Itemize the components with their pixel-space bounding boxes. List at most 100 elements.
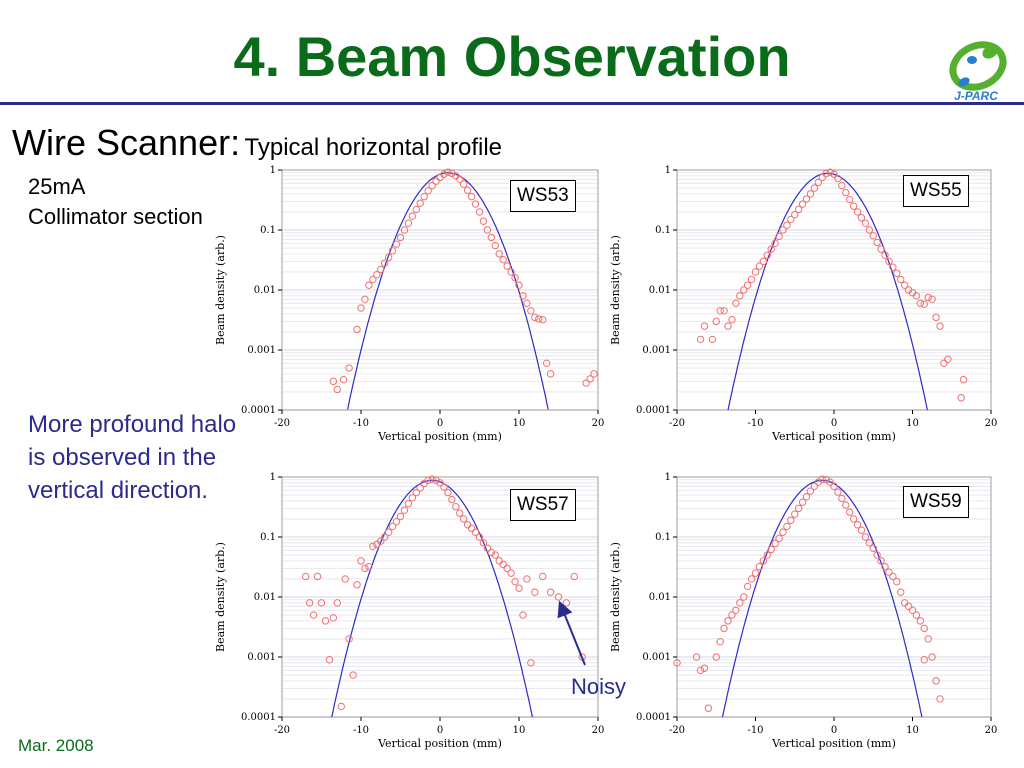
data-point xyxy=(400,226,409,234)
data-point xyxy=(463,521,472,529)
data-point xyxy=(779,226,787,234)
data-point xyxy=(767,545,775,554)
data-point xyxy=(861,533,870,541)
data-point xyxy=(456,175,464,183)
data-point xyxy=(527,659,535,667)
x-tick-label: 10 xyxy=(513,725,526,736)
data-point xyxy=(877,557,885,565)
x-tick-label: -20 xyxy=(274,725,290,736)
chart-ws53: 0.0001 0.001 0.01 0.1 1 -20 -10 0 10 20 Vertical p… xyxy=(214,165,605,443)
data-point xyxy=(408,212,417,220)
data-point xyxy=(736,292,744,300)
data-point xyxy=(463,186,472,194)
data-point xyxy=(846,195,854,204)
y-tick-label: 0.0001 xyxy=(636,405,671,416)
data-point xyxy=(381,533,389,541)
condition-section: Collimator section xyxy=(28,204,203,229)
data-point xyxy=(519,611,527,619)
data-point xyxy=(365,562,373,571)
data-point xyxy=(747,575,756,583)
logo-text: J-PARC xyxy=(954,89,998,103)
data-point xyxy=(436,479,444,487)
data-point xyxy=(420,192,428,201)
data-point xyxy=(339,375,348,384)
y-tick-label: 0.0001 xyxy=(241,712,276,723)
x-tick-label: 0 xyxy=(831,418,837,429)
data-point xyxy=(920,656,928,664)
ws55-label: WS55 xyxy=(903,175,969,207)
data-point xyxy=(432,476,440,485)
data-point xyxy=(928,653,936,661)
data-point xyxy=(865,226,874,234)
data-point xyxy=(424,187,432,195)
data-point xyxy=(535,315,543,323)
data-point xyxy=(834,174,842,183)
data-point xyxy=(893,269,901,277)
data-point xyxy=(440,170,448,178)
data-point xyxy=(861,219,870,227)
y-axis-label: Beam density (arb.) xyxy=(609,542,622,652)
y-tick-label: 0.1 xyxy=(655,532,671,543)
data-point xyxy=(794,504,803,513)
y-axis-label: Beam density (arb.) xyxy=(609,235,622,345)
data-point xyxy=(869,232,877,240)
data-point xyxy=(412,205,421,214)
x-tick-label: -20 xyxy=(274,418,290,429)
data-point xyxy=(511,577,519,586)
subtitle-main: Wire Scanner: xyxy=(12,122,241,163)
data-point xyxy=(471,200,480,208)
data-point xyxy=(475,533,484,541)
data-point xyxy=(865,539,874,547)
data-point xyxy=(333,385,342,394)
data-point xyxy=(507,268,515,276)
data-point xyxy=(432,177,440,185)
data-point xyxy=(936,322,944,330)
data-point xyxy=(763,251,771,259)
data-point xyxy=(759,257,768,266)
data-point xyxy=(479,539,488,547)
data-point xyxy=(908,606,917,615)
data-point xyxy=(377,265,385,274)
data-point xyxy=(467,524,476,532)
data-point xyxy=(810,482,819,490)
chart-ws59: 0.0001 0.001 0.01 0.1 1 -20 -10 0 10 20 Vertical p… xyxy=(609,472,997,750)
x-tick-label: -10 xyxy=(353,725,369,736)
data-point xyxy=(416,199,424,207)
data-point xyxy=(475,208,484,216)
data-point xyxy=(345,635,353,643)
data-point xyxy=(412,488,421,497)
data-point xyxy=(428,181,436,190)
y-tick-label: 0.01 xyxy=(649,285,671,296)
ws53-label: WS53 xyxy=(510,180,576,212)
data-point xyxy=(491,241,499,250)
data-point xyxy=(822,476,830,484)
data-point xyxy=(495,250,503,258)
data-point xyxy=(305,599,314,607)
data-point xyxy=(853,521,862,529)
x-tick-label: 20 xyxy=(592,418,605,429)
data-point xyxy=(830,482,838,490)
x-tick-label: -10 xyxy=(747,725,763,736)
data-point xyxy=(818,475,826,483)
chart-ws55: 0.0001 0.001 0.01 0.1 1 -20 -10 0 10 20 Vertical p… xyxy=(609,165,997,443)
data-point xyxy=(893,577,901,586)
data-point xyxy=(920,624,928,633)
data-point xyxy=(373,270,381,279)
y-tick-label: 1 xyxy=(270,165,276,176)
slide-date: Mar. 2008 xyxy=(18,736,94,755)
x-tick-label: -10 xyxy=(747,418,763,429)
data-point xyxy=(716,307,724,315)
data-point xyxy=(857,214,866,222)
y-tick-label: 0.001 xyxy=(642,652,671,663)
data-point xyxy=(932,677,940,685)
data-point xyxy=(361,295,369,303)
data-point xyxy=(499,255,507,264)
data-point xyxy=(936,695,944,703)
data-point xyxy=(337,702,345,711)
jparc-logo: J-PARC xyxy=(949,41,1007,103)
data-point xyxy=(759,557,768,565)
data-point xyxy=(716,637,724,646)
data-point xyxy=(740,286,748,294)
data-point xyxy=(798,200,807,208)
data-point xyxy=(503,564,511,573)
